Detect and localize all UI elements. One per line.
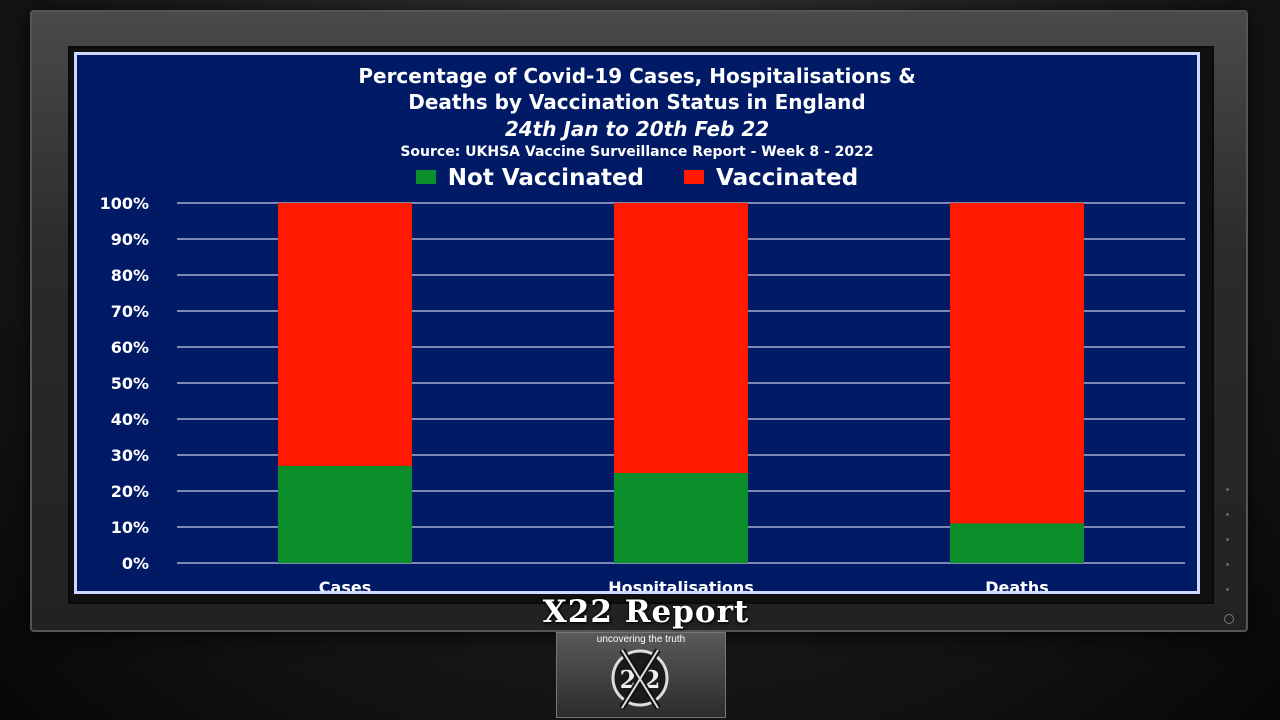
chart-source: Source: UKHSA Vaccine Surveillance Repor… [400, 144, 874, 160]
legend-item-not-vaccinated: Not Vaccinated [415, 163, 645, 193]
monitor-indicator-lights [1226, 488, 1230, 608]
bar-vaccinated-deaths [950, 203, 1084, 524]
y-tick-label: 60% [111, 338, 149, 357]
stacked-bar-chart: 0% 10% 20% 30% 40% 50% 60% 70% 80% 90% 100% Cases Ho… [100, 194, 1185, 591]
x-tick-label-deaths: Deaths [985, 578, 1049, 591]
y-tick-label: 80% [111, 266, 149, 285]
monitor-frame: Percentage of Covid-19 Cases, Hospitalis… [30, 10, 1248, 632]
chart-subtitle: 24th Jan to 20th Feb 22 [504, 117, 770, 141]
x-tick-label-cases: Cases [319, 578, 371, 591]
legend-item-vaccinated: Vaccinated [684, 163, 858, 193]
y-tick-label: 10% [111, 518, 149, 537]
x22-logo-icon: 2 2 [611, 648, 669, 710]
y-tick-label: 50% [111, 374, 149, 393]
indicator-light [1226, 538, 1229, 541]
bar-vaccinated-cases [278, 203, 412, 466]
legend-label-not-vaccinated: Not Vaccinated [447, 165, 645, 191]
brand-name: X22 Report [542, 594, 750, 630]
y-tick-label: 70% [111, 302, 149, 321]
chart-screen: Percentage of Covid-19 Cases, Hospitalis… [74, 52, 1200, 594]
chart-title-line-2: Deaths by Vaccination Status in England [408, 90, 866, 114]
y-tick-label: 30% [111, 446, 149, 465]
y-tick-label: 100% [100, 194, 149, 213]
y-tick-label: 90% [111, 230, 149, 249]
y-tick-label: 20% [111, 482, 149, 501]
indicator-light [1226, 563, 1229, 566]
bar-vaccinated-hospitalisations [614, 203, 748, 473]
monitor-bezel: Percentage of Covid-19 Cases, Hospitalis… [68, 46, 1214, 604]
indicator-light [1226, 488, 1229, 491]
y-tick-label: 0% [122, 554, 149, 573]
chart-legend: Not Vaccinated Vaccinated [77, 163, 1197, 193]
bar-not-vaccinated-cases [278, 465, 412, 563]
legend-swatch-vaccinated [684, 169, 705, 184]
indicator-light [1226, 513, 1229, 516]
x-tick-label-hospitalisations: Hospitalisations [608, 578, 754, 591]
chart-title-line-1: Percentage of Covid-19 Cases, Hospitalis… [358, 64, 916, 88]
bar-not-vaccinated-hospitalisations [614, 473, 748, 563]
indicator-light [1226, 588, 1229, 591]
y-tick-label: 40% [111, 410, 149, 429]
brand-tagline: uncovering the truth [596, 634, 686, 645]
power-button-icon [1224, 614, 1234, 624]
legend-swatch-not-vaccinated [415, 169, 436, 184]
legend-label-vaccinated: Vaccinated [716, 165, 859, 191]
bar-not-vaccinated-deaths [950, 523, 1084, 563]
